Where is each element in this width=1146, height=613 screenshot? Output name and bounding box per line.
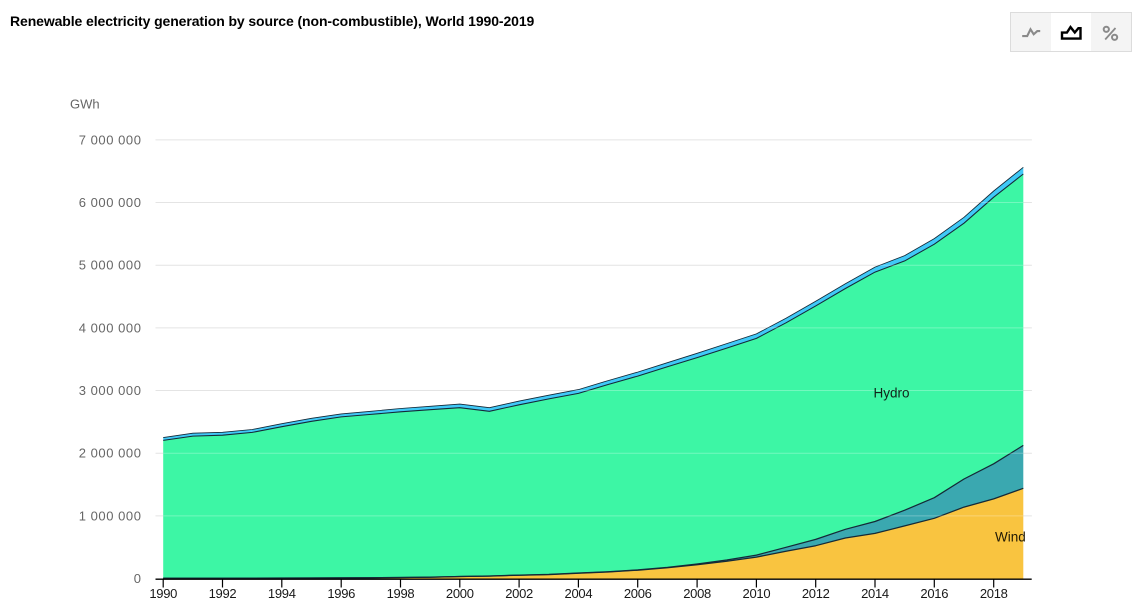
svg-text:2016: 2016	[920, 586, 948, 601]
svg-text:3 000 000: 3 000 000	[79, 383, 142, 398]
svg-text:1996: 1996	[327, 586, 355, 601]
svg-text:7 000 000: 7 000 000	[79, 132, 142, 147]
svg-text:4 000 000: 4 000 000	[79, 320, 142, 335]
svg-text:1992: 1992	[209, 586, 237, 601]
svg-text:1 000 000: 1 000 000	[79, 508, 142, 523]
svg-text:2018: 2018	[980, 586, 1008, 601]
svg-text:2014: 2014	[861, 586, 889, 601]
svg-text:2 000 000: 2 000 000	[79, 446, 142, 461]
svg-text:1994: 1994	[268, 586, 296, 601]
svg-text:2000: 2000	[446, 586, 474, 601]
svg-text:GWh: GWh	[70, 97, 100, 112]
svg-text:2004: 2004	[565, 586, 593, 601]
svg-text:Wind: Wind	[995, 530, 1026, 545]
svg-text:2002: 2002	[505, 586, 533, 601]
svg-text:2012: 2012	[802, 586, 830, 601]
svg-text:0: 0	[134, 571, 142, 586]
svg-text:1990: 1990	[149, 586, 177, 601]
svg-text:1998: 1998	[387, 586, 415, 601]
svg-text:2006: 2006	[624, 586, 652, 601]
svg-text:6 000 000: 6 000 000	[79, 195, 142, 210]
svg-text:2010: 2010	[743, 586, 771, 601]
svg-text:5 000 000: 5 000 000	[79, 258, 142, 273]
svg-text:2008: 2008	[683, 586, 711, 601]
svg-text:Hydro: Hydro	[874, 386, 910, 401]
